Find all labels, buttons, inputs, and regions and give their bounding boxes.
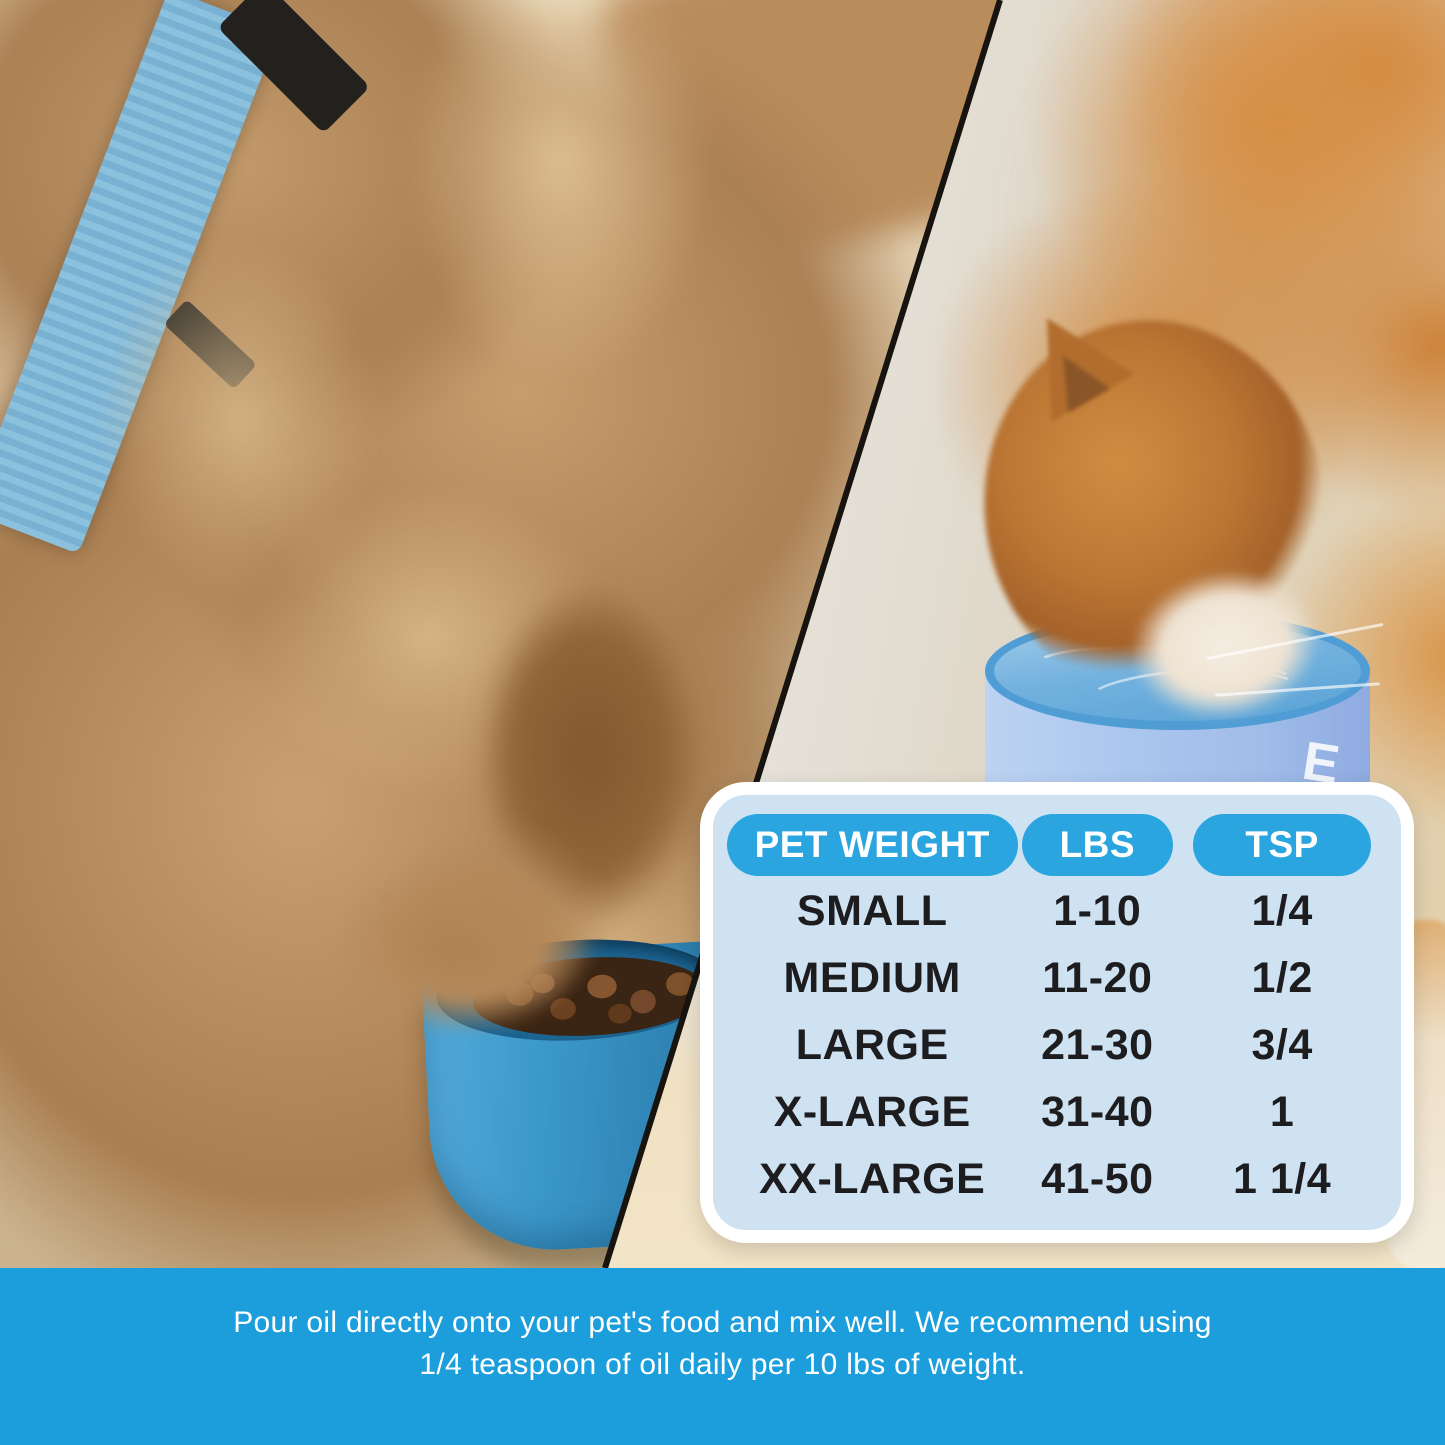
caption-line-1: Pour oil directly onto your pet's food a… — [233, 1305, 1212, 1339]
row-size: MEDIUM — [783, 954, 961, 1002]
row-lbs: 41-50 — [1041, 1155, 1154, 1203]
row-size: LARGE — [795, 1021, 949, 1069]
row-tsp: 3/4 — [1251, 1021, 1313, 1069]
tsp-pill: TSP — [1193, 813, 1371, 876]
row-size: X-LARGE — [773, 1088, 971, 1136]
row-lbs: 11-20 — [1042, 954, 1153, 1002]
row-tsp: 1/4 — [1251, 887, 1313, 935]
row-lbs: 21-30 — [1041, 1021, 1154, 1069]
dosage-table: PET WEIGHT LBS TSP SMALL 1-10 1/4 MEDIUM… — [713, 795, 1401, 1213]
dosage-table-card: PET WEIGHT LBS TSP SMALL 1-10 1/4 MEDIUM… — [700, 782, 1414, 1243]
header-pet-weight: PET WEIGHT — [726, 806, 1018, 884]
dog-muzzle — [360, 790, 640, 1040]
row-lbs: 1-10 — [1053, 887, 1142, 935]
header-tsp: TSP — [1193, 806, 1371, 884]
caption-bar: Pour oil directly onto your pet's food a… — [0, 1268, 1445, 1445]
row-size: XX-LARGE — [759, 1155, 986, 1203]
row-tsp: 1 — [1269, 1088, 1295, 1136]
pet-weight-pill: PET WEIGHT — [726, 813, 1018, 876]
lbs-pill: LBS — [1021, 813, 1174, 876]
row-tsp: 1/2 — [1251, 954, 1313, 1002]
caption-line-2: 1/4 teaspoon of oil daily per 10 lbs of … — [419, 1347, 1026, 1381]
row-tsp: 1 1/4 — [1233, 1155, 1332, 1203]
row-lbs: 31-40 — [1041, 1088, 1154, 1136]
row-size: SMALL — [796, 887, 948, 935]
header-lbs: LBS — [1021, 806, 1174, 884]
